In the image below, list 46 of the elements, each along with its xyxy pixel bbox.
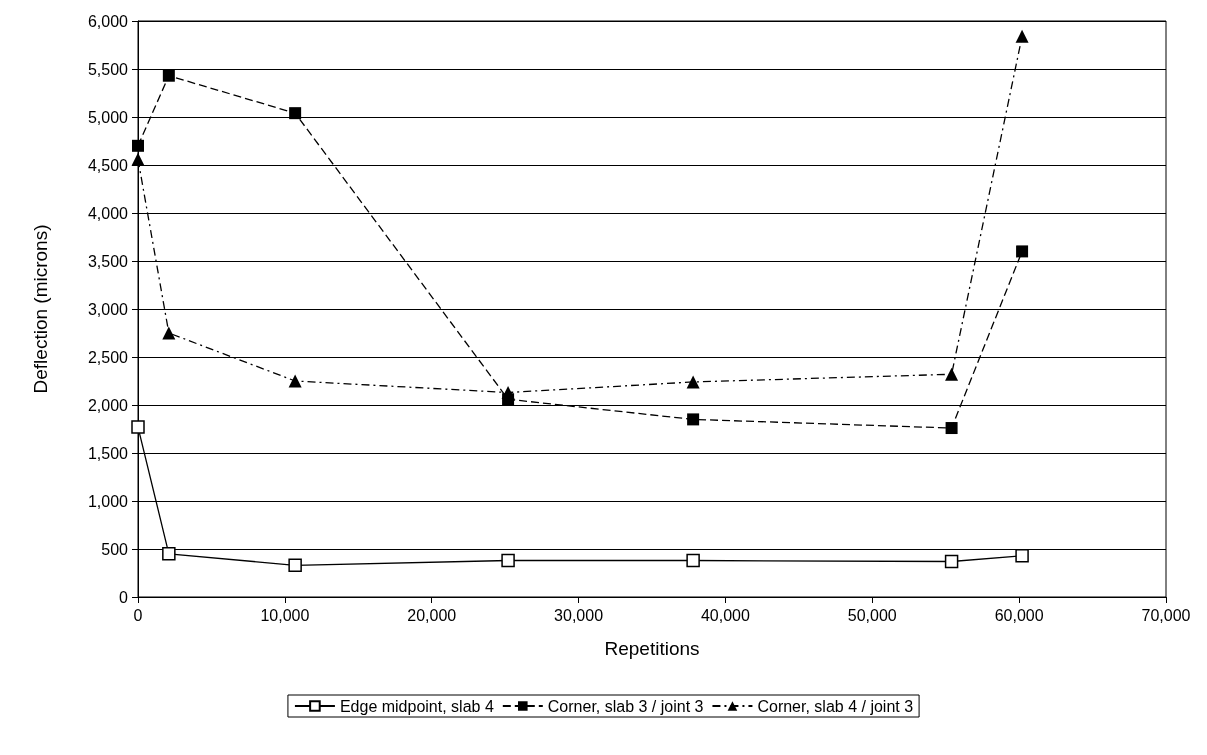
point [1015, 29, 1029, 43]
legend-label: Corner, slab 3 / joint 3 [547, 697, 704, 715]
point [1016, 245, 1029, 258]
point [131, 152, 145, 166]
x-tick-label: 40,000 [700, 606, 750, 624]
y-tick-label: 6,000 [87, 12, 129, 30]
y-tick-label: 1,500 [87, 444, 129, 462]
y-tick-label: 2,000 [87, 396, 129, 414]
point [1015, 548, 1029, 563]
point [162, 69, 175, 82]
point [289, 107, 302, 120]
point [686, 375, 700, 389]
point [501, 553, 515, 568]
point [162, 326, 176, 340]
point [944, 554, 959, 569]
y-tick-label: 5,000 [87, 108, 129, 126]
y-tick-label: 4,000 [87, 204, 129, 222]
y-tick-label: 500 [101, 540, 129, 558]
point [945, 422, 958, 435]
x-tick-label: 30,000 [554, 606, 604, 624]
y-tick-label: 2,500 [87, 348, 129, 366]
y-tick-label: 5,500 [87, 60, 129, 78]
x-axis-title: Repetitions [604, 638, 700, 659]
point [288, 374, 302, 388]
y-tick-label: 4,500 [87, 156, 129, 174]
y-tick-label: 1,000 [87, 492, 129, 510]
legend-label: Corner, slab 4 / joint 3 [757, 697, 914, 715]
x-tick-label: 70,000 [1141, 606, 1191, 624]
y-tick-label: 3,000 [87, 300, 129, 318]
point [288, 558, 302, 573]
y-tick-label: 0 [119, 588, 129, 606]
point [687, 413, 700, 426]
x-tick-label: 0 [133, 606, 143, 624]
y-tick-label: 3,500 [87, 252, 129, 270]
point [162, 547, 176, 561]
x-tick-label: 50,000 [847, 606, 897, 624]
x-tick-label: 60,000 [994, 606, 1044, 624]
point [501, 386, 515, 400]
y-axis-title: Deflection (microns) [30, 224, 51, 394]
point [945, 367, 959, 381]
x-tick-label: 10,000 [260, 606, 310, 624]
point [132, 139, 144, 152]
point [131, 420, 145, 434]
x-tick-label: 20,000 [407, 606, 457, 624]
point [686, 553, 700, 568]
legend-label: Edge midpoint, slab 4 [339, 697, 494, 715]
